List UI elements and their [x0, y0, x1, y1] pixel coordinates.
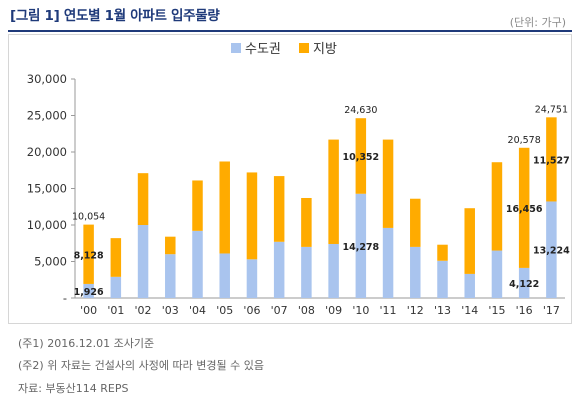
bar-regional — [546, 117, 557, 202]
bar-capital-area — [110, 276, 122, 298]
bar-regional — [491, 162, 503, 251]
data-label: 8,128 — [74, 250, 104, 261]
legend-swatch-capital — [231, 43, 241, 53]
bar-capital-area — [355, 193, 367, 298]
bar-regional — [518, 147, 530, 268]
x-tick-label: '15 — [488, 304, 505, 317]
x-tick-label: '17 — [543, 304, 560, 317]
legend-label-regional: 지방 — [313, 42, 337, 57]
y-tick-label: 25,000 — [27, 109, 67, 123]
x-tick-label: '05 — [216, 304, 233, 317]
bar-regional — [355, 118, 367, 194]
bar-regional — [246, 172, 258, 260]
bar-regional — [464, 208, 475, 274]
data-label: 24,630 — [344, 105, 377, 116]
data-label: 16,456 — [506, 204, 543, 215]
legend-swatch-regional — [299, 43, 309, 53]
bar-regional — [192, 180, 203, 231]
bar-capital-area — [246, 259, 258, 298]
note-survey-date: (주1) 2016.12.01 조사기준 — [18, 337, 155, 350]
bar-capital-area — [301, 246, 312, 298]
data-label: 10,054 — [72, 212, 105, 223]
bar-capital-area — [137, 225, 149, 298]
bar-regional — [273, 176, 285, 242]
x-tick-label: '07 — [271, 304, 288, 317]
bar-capital-area — [546, 201, 557, 298]
bar-capital-area — [382, 227, 394, 298]
x-tick-label: '09 — [325, 304, 342, 317]
x-tick-label: '16 — [516, 304, 533, 317]
bar-regional — [410, 198, 421, 247]
data-label: 11,527 — [533, 155, 570, 166]
bar-regional — [382, 139, 394, 228]
x-tick-label: '06 — [243, 304, 260, 317]
x-tick-label: '14 — [461, 304, 478, 317]
data-label: 20,578 — [508, 135, 541, 146]
chart-container: - 5,000 10,000 15,000 20,000 25,000 30,000 수도권 지… — [8, 34, 572, 324]
bar-capital-area — [165, 254, 176, 298]
bar-capital-area — [328, 243, 339, 298]
bar-capital-area — [518, 267, 530, 298]
data-label: 4,122 — [509, 279, 539, 290]
source-note: 자료: 부동산114 REPS — [18, 382, 129, 395]
bar-capital-area — [491, 250, 503, 298]
bar-capital-area — [464, 273, 475, 298]
y-tick-label: 10,000 — [27, 218, 67, 232]
x-tick-label: '13 — [434, 304, 451, 317]
data-label: 24,751 — [535, 104, 568, 115]
y-tick-label: 15,000 — [27, 182, 67, 196]
bar-capital-area — [219, 253, 230, 298]
x-tick-label: '03 — [162, 304, 179, 317]
bar-capital-area — [273, 241, 285, 298]
x-tick-label: '10 — [352, 304, 369, 317]
y-tick-label: 5,000 — [34, 255, 67, 269]
figure-title: [그림 1] 연도별 1월 아파트 입주물량 — [10, 8, 220, 24]
bar-regional — [219, 161, 230, 254]
bar-capital-area — [83, 283, 94, 298]
y-tick-label: - — [63, 291, 67, 305]
note-disclaimer: (주2) 위 자료는 건설사의 사정에 따라 변경될 수 있음 — [18, 359, 264, 372]
y-tick-label: 20,000 — [27, 145, 67, 159]
title-divider — [8, 30, 572, 32]
x-tick-label: '01 — [107, 304, 124, 317]
x-tick-label: '11 — [380, 304, 397, 317]
x-tick-label: '08 — [298, 304, 315, 317]
stacked-bar-chart: - 5,000 10,000 15,000 20,000 25,000 30,000 수도권 지… — [27, 42, 570, 317]
data-label: 14,278 — [342, 242, 379, 253]
unit-label: (단위: 가구) — [509, 16, 566, 29]
bar-regional — [301, 197, 312, 247]
data-label: 13,224 — [533, 246, 570, 257]
bar-capital-area — [410, 246, 421, 298]
bar-regional — [110, 238, 122, 277]
bar-capital-area — [437, 260, 448, 298]
x-tick-label: '02 — [135, 304, 152, 317]
bar-capital-area — [192, 230, 203, 298]
bar-regional — [437, 244, 448, 261]
bar-regional — [165, 236, 176, 255]
bar-regional — [83, 224, 94, 284]
y-tick-label: 30,000 — [27, 72, 67, 86]
data-label: 1,926 — [74, 287, 104, 298]
x-tick-label: '12 — [407, 304, 424, 317]
bar-regional — [137, 173, 149, 225]
legend-label-capital: 수도권 — [245, 42, 281, 57]
x-tick-label: '04 — [189, 304, 206, 317]
x-tick-label: '00 — [80, 304, 97, 317]
data-label: 10,352 — [342, 152, 379, 163]
bar-regional — [328, 139, 339, 244]
